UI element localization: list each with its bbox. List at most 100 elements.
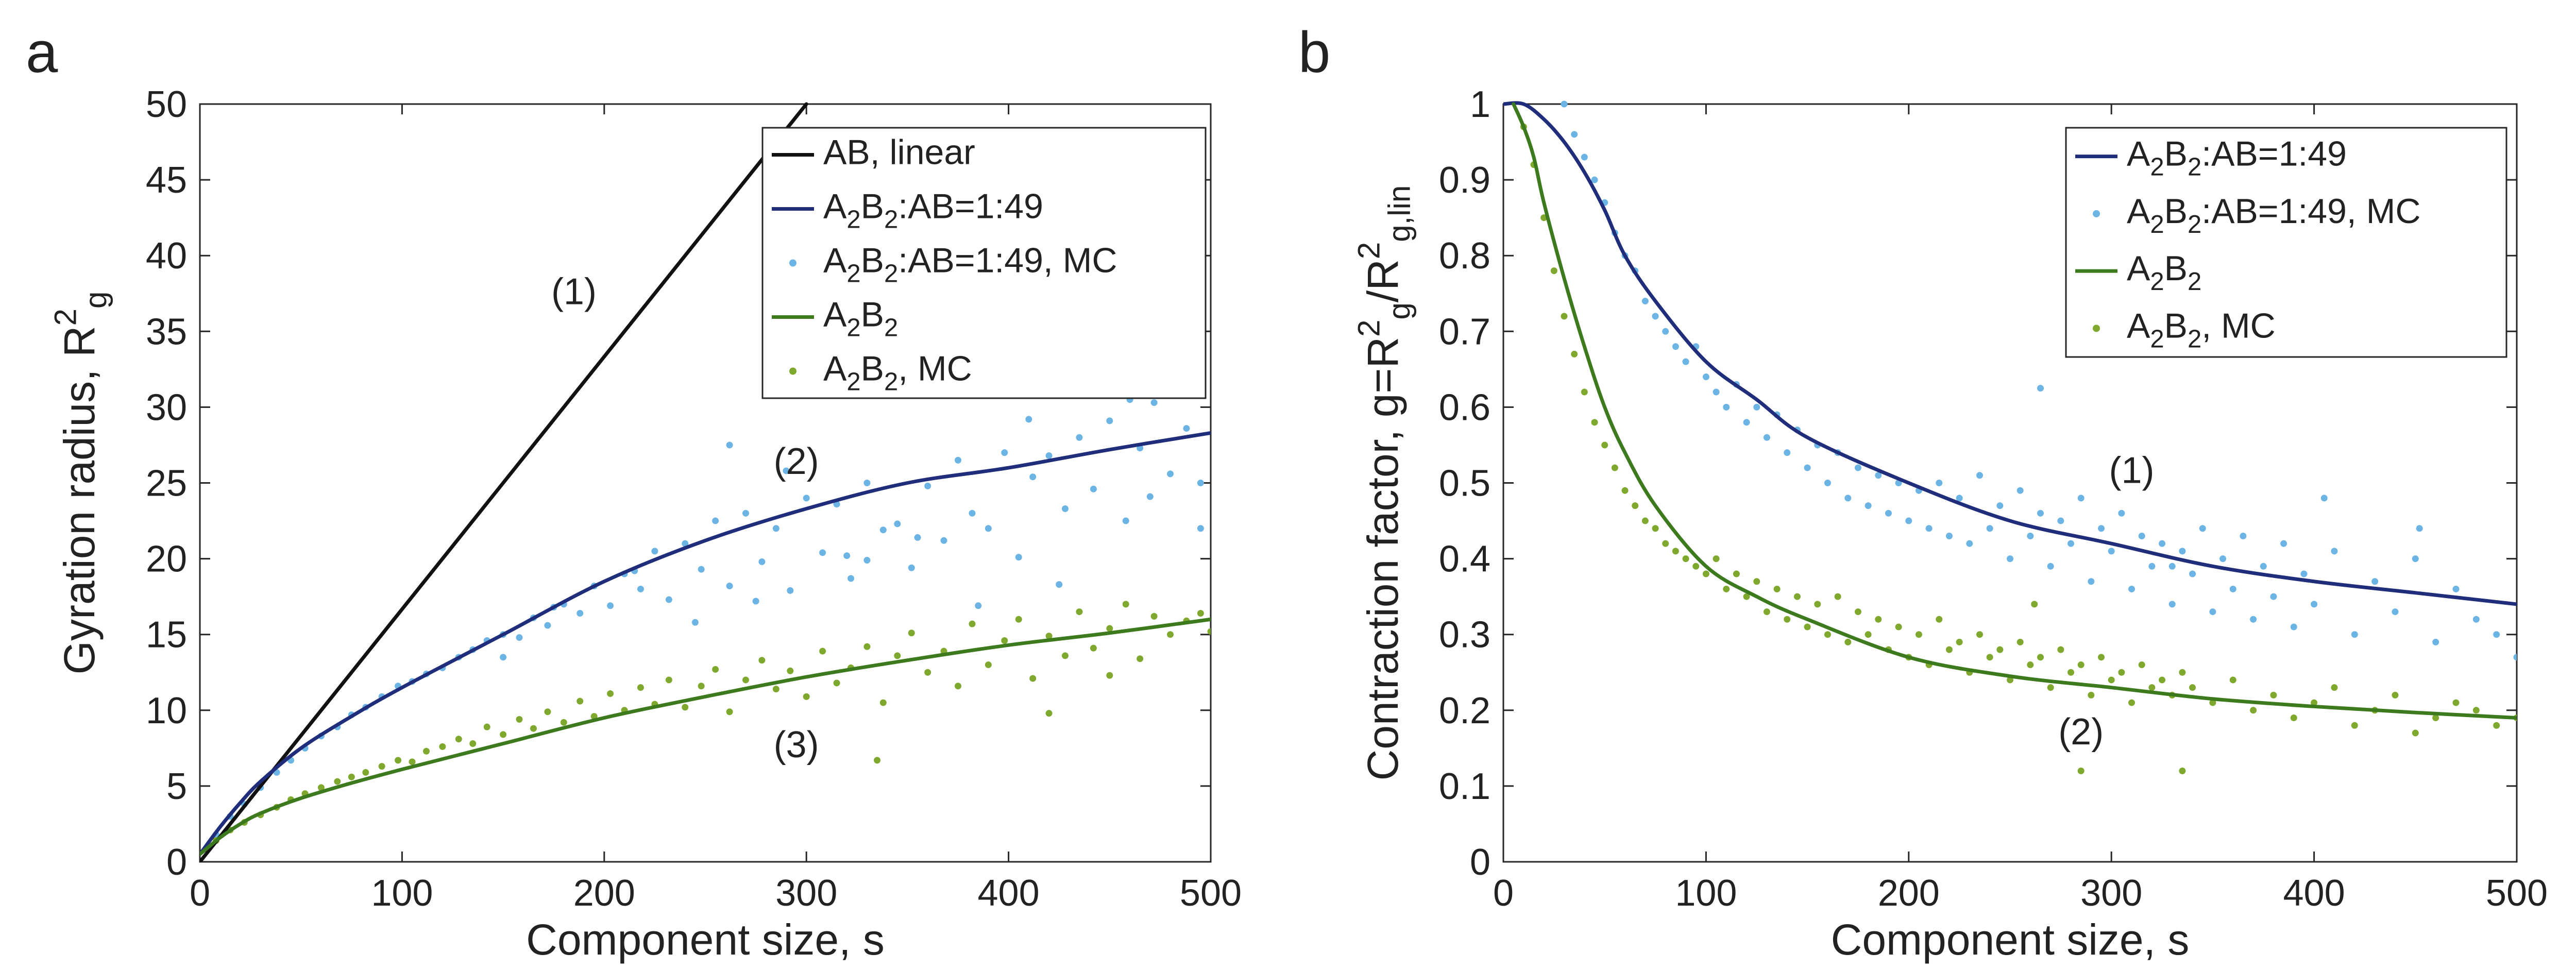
scatter-point <box>879 699 887 706</box>
scatter-point <box>2472 616 2480 623</box>
legend-entry-label-part: :AB=1:49 <box>898 187 1043 226</box>
scatter-point <box>2416 525 2423 532</box>
scatter-point <box>969 509 976 517</box>
scatter-point <box>2128 699 2136 706</box>
scatter-point <box>1793 593 1801 600</box>
scatter-point <box>1956 495 1963 502</box>
scatter-point <box>908 629 915 637</box>
legend-entry-label-part: 2 <box>884 314 898 342</box>
scatter-point <box>712 517 719 524</box>
legend-entry-label-part: 2 <box>2188 325 2201 353</box>
scatter-point <box>1106 625 1113 632</box>
scatter-point <box>2159 540 2166 547</box>
scatter-point <box>2371 578 2379 585</box>
scatter-point <box>1106 672 1113 679</box>
scatter-point <box>758 657 766 664</box>
scatter-point <box>607 602 614 609</box>
y-axis-label-part: 2 <box>1352 242 1386 259</box>
scatter-point <box>1122 517 1129 524</box>
scatter-point <box>637 585 644 592</box>
scatter-point <box>483 723 490 730</box>
scatter-point <box>2452 585 2460 592</box>
scatter-point <box>2432 714 2439 722</box>
scatter-point <box>1183 425 1190 432</box>
scatter-point <box>1682 358 1689 365</box>
scatter-point <box>2493 631 2500 638</box>
scatter-point <box>1976 631 1983 638</box>
x-tick-label: 200 <box>1878 873 1940 914</box>
scatter-point <box>1611 464 1618 471</box>
scatter-point <box>1641 297 1649 304</box>
legend-entry-label-part: 2 <box>884 260 898 288</box>
legend-entry-label-part: 2 <box>2188 154 2201 181</box>
scatter-point <box>1743 593 1750 600</box>
scatter-point <box>422 747 430 755</box>
scatter-point <box>803 693 810 700</box>
legend-entry-label-part: 2 <box>2150 268 2164 296</box>
scatter-point <box>1784 616 1791 623</box>
scatter-point <box>975 602 982 609</box>
y-axis-label-part: g,lin <box>1382 185 1417 242</box>
scatter-point <box>409 758 416 765</box>
scatter-point <box>665 676 672 684</box>
scatter-point <box>863 557 871 564</box>
scatter-point <box>530 725 537 732</box>
scatter-point <box>2016 487 2024 494</box>
y-tick-label: 5 <box>166 766 187 807</box>
scatter-point <box>863 480 871 486</box>
x-tick-label: 300 <box>2080 873 2142 914</box>
scatter-point <box>362 769 369 776</box>
data-layer <box>200 102 1211 862</box>
scatter-point <box>2513 654 2517 661</box>
scatter-point <box>1137 655 1144 662</box>
scatter-point <box>726 441 733 449</box>
scatter-point <box>2300 570 2308 577</box>
legend-entry-label: A2B2, MC <box>2127 306 2276 353</box>
y-tick-label: 10 <box>146 690 187 731</box>
legend-entry-label-part: 2 <box>846 260 860 288</box>
scatter-point <box>2311 699 2318 706</box>
legend-entry-label-part: A <box>2127 192 2150 231</box>
y-tick-label: 0.9 <box>1439 160 1490 201</box>
scatter-point <box>2331 548 2338 555</box>
y-axis-label-part: 2 <box>48 309 83 326</box>
scatter-point <box>378 763 385 770</box>
scatter-point <box>1662 540 1669 547</box>
scatter-point <box>2392 608 2399 616</box>
scatter-point <box>544 708 551 716</box>
scatter-point <box>924 482 931 489</box>
legend-entry-label-part: , MC <box>2201 306 2276 345</box>
scatter-point <box>969 620 976 627</box>
scatter-point <box>1090 644 1097 652</box>
scatter-point <box>1652 313 1659 320</box>
legend-entry-label: A2B2 <box>2127 249 2201 296</box>
scatter-point <box>1784 449 1791 456</box>
legend-entry-label-part: A <box>823 241 847 280</box>
scatter-point <box>1723 403 1730 411</box>
scatter-point <box>1713 555 1720 563</box>
scatter-point <box>1824 631 1831 638</box>
curve-annotation: (2) <box>774 441 819 482</box>
scatter-point <box>1976 472 1983 479</box>
scatter-point <box>848 575 855 582</box>
scatter-point <box>1814 601 1821 608</box>
scatter-point <box>2260 563 2267 570</box>
scatter-point <box>726 708 733 716</box>
scatter-point <box>2179 548 2186 555</box>
legend-swatch-dot <box>789 367 796 375</box>
scatter-point <box>607 690 614 697</box>
legend-entry-label: A2B2:AB=1:49 <box>2127 134 2347 181</box>
curve-annotation: (1) <box>551 271 597 312</box>
scatter-point <box>1956 638 1963 645</box>
scatter-point <box>1641 517 1649 524</box>
legend-entry-label-part: B <box>2164 192 2188 231</box>
scatter-point <box>894 520 901 527</box>
x-tick-label: 300 <box>775 873 837 914</box>
scatter-point <box>2067 669 2075 676</box>
scatter-point <box>2189 684 2196 691</box>
scatter-point <box>1713 388 1720 396</box>
legend-entry-label-part: 2 <box>2188 211 2201 239</box>
scatter-point <box>742 676 749 684</box>
legend-entry-label-part: 2 <box>846 206 860 234</box>
